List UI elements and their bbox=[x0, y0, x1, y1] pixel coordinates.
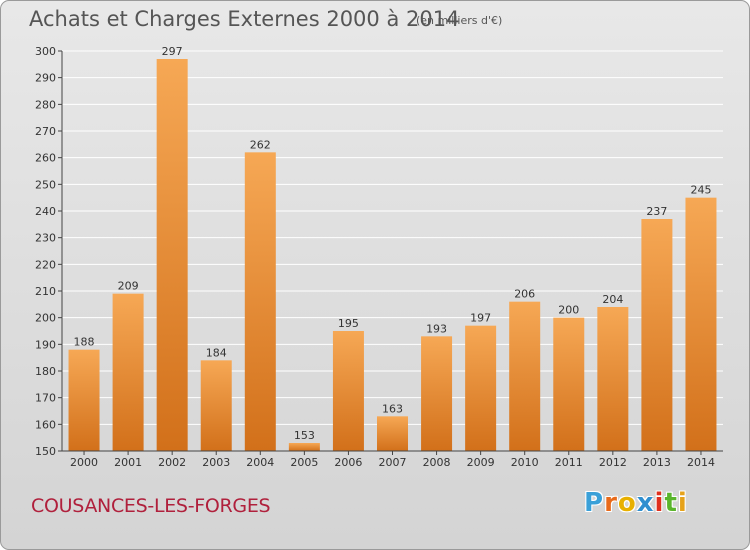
chart-subtitle: (en milliers d'€) bbox=[416, 14, 503, 27]
axes bbox=[58, 50, 723, 455]
y-tick-label: 240 bbox=[35, 205, 56, 218]
bar-value-label: 197 bbox=[470, 312, 491, 325]
x-tick-label: 2010 bbox=[511, 456, 539, 469]
bar-2010 bbox=[509, 301, 541, 451]
x-tick-label: 2006 bbox=[334, 456, 362, 469]
labels: 150 160 170 180 190 200 210 220 230 240 250 260 270 2… bbox=[35, 45, 715, 469]
logo-letter: x bbox=[636, 488, 655, 518]
x-tick-label: 2007 bbox=[379, 456, 407, 469]
x-tick-label: 2000 bbox=[70, 456, 98, 469]
x-tick-label: 2013 bbox=[643, 456, 671, 469]
logo-letter: i bbox=[654, 488, 665, 518]
bar-2000 bbox=[68, 349, 100, 451]
y-tick-label: 280 bbox=[35, 98, 56, 111]
bar-2001 bbox=[112, 293, 144, 451]
x-tick-label: 2011 bbox=[555, 456, 583, 469]
y-tick-label: 260 bbox=[35, 152, 56, 165]
bar-value-label: 200 bbox=[558, 304, 579, 317]
bar-value-label: 153 bbox=[294, 429, 315, 442]
bar-value-label: 206 bbox=[514, 288, 535, 301]
bar-2013 bbox=[641, 219, 673, 451]
proxiti-logo[interactable]: Proxiti bbox=[584, 488, 688, 518]
bar-value-label: 237 bbox=[646, 205, 667, 218]
y-tick-label: 270 bbox=[35, 125, 56, 138]
bar-value-label: 204 bbox=[602, 293, 623, 306]
x-tick-label: 2001 bbox=[114, 456, 142, 469]
y-tick-label: 220 bbox=[35, 258, 56, 271]
y-tick-label: 210 bbox=[35, 285, 56, 298]
bar-2014 bbox=[685, 197, 717, 451]
bar-value-label: 195 bbox=[338, 317, 359, 330]
logo-letter: i bbox=[677, 488, 688, 518]
x-tick-label: 2004 bbox=[246, 456, 274, 469]
x-tick-label: 2014 bbox=[687, 456, 715, 469]
bar-value-label: 209 bbox=[118, 280, 139, 293]
chart-title: Achats et Charges Externes 2000 à 2014 bbox=[29, 7, 460, 31]
bar-2011 bbox=[553, 317, 585, 451]
y-tick-label: 150 bbox=[35, 445, 56, 458]
bar-value-label: 163 bbox=[382, 402, 403, 415]
bar-2009 bbox=[465, 325, 497, 451]
bars bbox=[68, 59, 717, 452]
y-tick-label: 290 bbox=[35, 72, 56, 85]
bar-value-label: 193 bbox=[426, 322, 447, 335]
logo-letter: r bbox=[604, 488, 618, 518]
y-tick-label: 230 bbox=[35, 232, 56, 245]
x-tick-label: 2012 bbox=[599, 456, 627, 469]
x-tick-label: 2002 bbox=[158, 456, 186, 469]
bar-2003 bbox=[200, 360, 232, 451]
bar-value-label: 245 bbox=[690, 184, 711, 197]
y-tick-label: 170 bbox=[35, 392, 56, 405]
y-tick-label: 160 bbox=[35, 418, 56, 431]
bar-2006 bbox=[332, 331, 364, 451]
y-tick-label: 190 bbox=[35, 338, 56, 351]
bar-value-label: 297 bbox=[162, 45, 183, 58]
bar-2004 bbox=[244, 152, 276, 452]
x-tick-label: 2005 bbox=[290, 456, 318, 469]
x-tick-label: 2003 bbox=[202, 456, 230, 469]
y-tick-label: 200 bbox=[35, 312, 56, 325]
bar-value-label: 184 bbox=[206, 346, 227, 359]
y-tick-label: 300 bbox=[35, 45, 56, 58]
logo-letter: o bbox=[617, 488, 637, 518]
bar-2007 bbox=[377, 416, 408, 451]
x-tick-label: 2009 bbox=[467, 456, 495, 469]
logo-letter: P bbox=[584, 488, 605, 518]
bar-2008 bbox=[421, 336, 453, 451]
x-tick-label: 2008 bbox=[423, 456, 451, 469]
bar-2012 bbox=[597, 307, 629, 451]
y-tick-label: 180 bbox=[35, 365, 56, 378]
bar-2002 bbox=[156, 59, 188, 451]
bar-2005 bbox=[288, 443, 320, 451]
bar-value-label: 262 bbox=[250, 138, 271, 151]
logo-letter: t bbox=[664, 488, 678, 518]
y-tick-label: 250 bbox=[35, 178, 56, 191]
bar-value-label: 188 bbox=[74, 336, 95, 349]
commune-name: COUSANCES-LES-FORGES bbox=[31, 495, 271, 517]
